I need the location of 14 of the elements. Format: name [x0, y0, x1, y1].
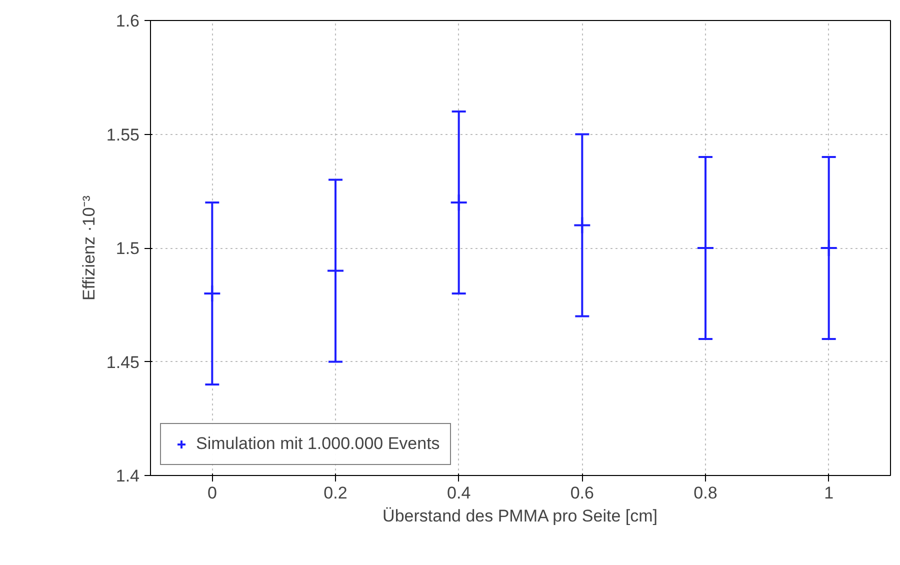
- y-tick-label: 1.4: [116, 466, 140, 486]
- legend-label: Simulation mit 1.000.000 Events: [196, 434, 440, 454]
- y-axis-title: Effizienz ·10⁻³: [79, 195, 98, 300]
- x-tick-label: 0.6: [570, 484, 594, 502]
- y-tick-label: 1.5: [116, 239, 140, 258]
- y-tick-label: 1.6: [116, 12, 140, 30]
- x-axis-title: Überstand des PMMA pro Seite [cm]: [382, 506, 658, 526]
- x-tick-label: 0.2: [324, 484, 348, 502]
- x-tick-label: 0.8: [694, 484, 718, 502]
- x-tick-label: 0.4: [447, 484, 471, 502]
- y-tick-label: 1.45: [106, 352, 140, 372]
- x-tick-label: 1: [824, 484, 834, 502]
- x-tick-label: 0: [207, 484, 217, 502]
- y-tick-label: 1.55: [106, 125, 140, 144]
